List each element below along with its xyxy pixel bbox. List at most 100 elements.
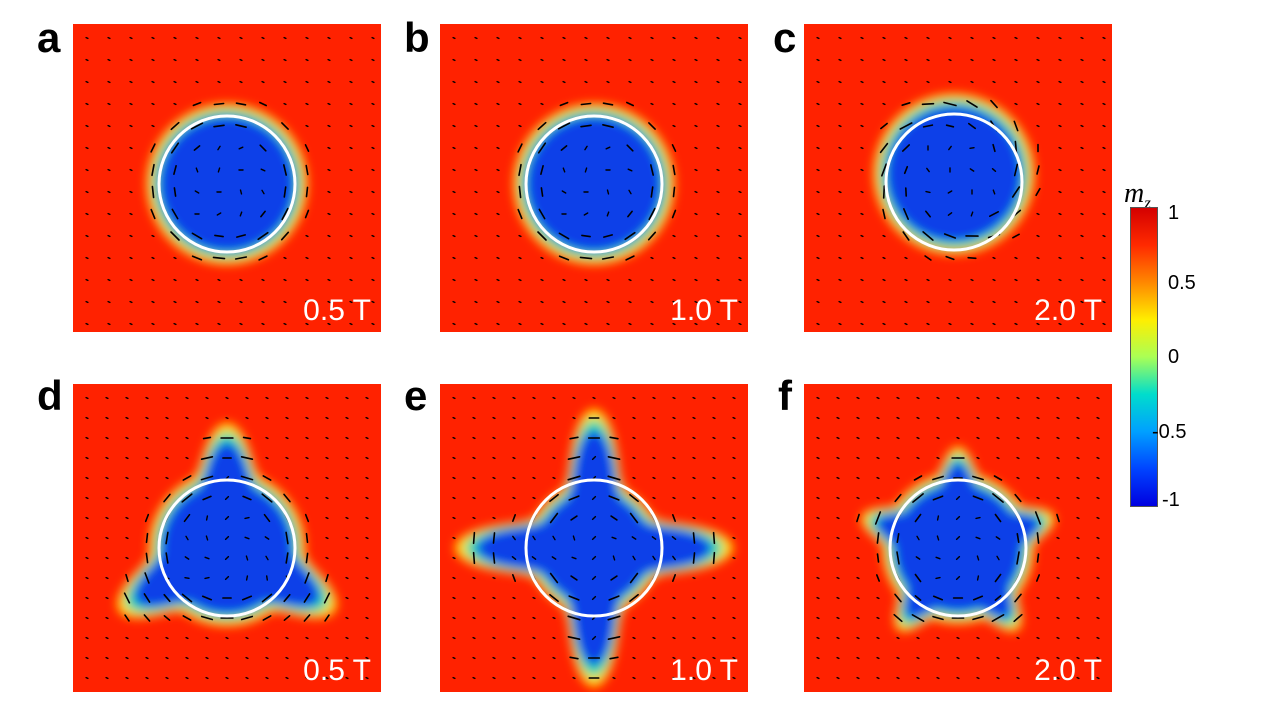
spin-arrow [914, 573, 922, 583]
spin-arrow [672, 186, 676, 198]
spin-arrow [591, 555, 597, 561]
spin-arrow [349, 102, 353, 106]
spin-arrow [173, 36, 177, 40]
spin-arrow [85, 656, 89, 660]
spin-arrow [836, 596, 840, 600]
spin-arrow [913, 475, 923, 481]
spin-arrow [672, 456, 676, 460]
spin-arrow [716, 58, 720, 62]
spin-arrow [125, 416, 129, 420]
panel-letter: d [37, 372, 63, 419]
spin-arrow [1036, 676, 1040, 680]
spin-arrow [165, 456, 169, 460]
spin-arrow [558, 255, 570, 261]
spin-arrow [205, 515, 209, 521]
spin-arrow [165, 416, 169, 420]
spin-arrow [85, 256, 89, 260]
spin-arrow [975, 536, 981, 540]
spin-arrow [816, 556, 820, 560]
spin-arrow [1058, 322, 1062, 326]
spin-arrow [716, 190, 720, 194]
spin-arrow [970, 58, 974, 62]
spin-arrow [234, 256, 248, 260]
spin-arrow [195, 80, 199, 84]
spin-arrow [1102, 58, 1106, 62]
spin-arrow [836, 516, 840, 520]
spin-arrow [239, 278, 243, 282]
spin-arrow [512, 416, 516, 420]
spin-arrow [304, 144, 310, 152]
spin-arrow [512, 436, 516, 440]
spin-arrow [452, 656, 456, 660]
spin-arrow [105, 436, 109, 440]
spin-arrow [694, 278, 698, 282]
spin-arrow [948, 278, 952, 282]
spin-arrow [144, 513, 150, 523]
spin-arrow [540, 102, 544, 106]
spin-arrow [732, 496, 736, 500]
spin-arrow [283, 256, 287, 260]
spin-arrow [692, 552, 696, 564]
spin-arrow [245, 416, 249, 420]
spin-arrow [882, 58, 886, 62]
spin-arrow [1076, 516, 1080, 520]
spin-arrow [992, 36, 996, 40]
spin-arrow [932, 615, 944, 621]
spin-arrow [672, 322, 676, 326]
spin-arrow [591, 455, 597, 461]
spin-arrow [738, 168, 742, 172]
spin-arrow [472, 396, 476, 400]
spin-arrow [371, 124, 375, 128]
spin-arrow [632, 456, 636, 460]
spin-arrow [916, 676, 920, 680]
spin-arrow [452, 300, 456, 304]
spin-arrow [712, 656, 716, 660]
spin-arrow [569, 436, 579, 440]
spin-arrow [882, 256, 886, 260]
spin-arrow [496, 168, 500, 172]
spin-arrow [955, 555, 961, 561]
texture-fill [159, 116, 295, 252]
spin-arrow [1080, 146, 1084, 150]
spin-arrow [972, 495, 984, 501]
spin-arrow [512, 616, 516, 620]
spin-arrows [452, 396, 736, 680]
spin-arrow [492, 516, 496, 520]
spin-arrow [371, 300, 375, 304]
spin-arrow [129, 212, 133, 216]
spin-arrow [185, 656, 189, 660]
spin-arrow [259, 144, 267, 152]
spin-arrow [492, 456, 496, 460]
spin-arrow [672, 616, 676, 620]
spin-arrow [648, 207, 656, 221]
spin-arrow [956, 396, 960, 400]
spin-arrow [184, 556, 190, 560]
spin-arrow [816, 396, 820, 400]
spin-arrow [452, 58, 456, 62]
spin-arrow [996, 416, 1000, 420]
spin-arrow [85, 322, 89, 326]
spin-arrow [1102, 256, 1106, 260]
spin-arrow [732, 436, 736, 440]
spin-arrow [692, 676, 696, 680]
spin-arrow [532, 456, 536, 460]
spin-arrow [173, 80, 177, 84]
magnetization-map [73, 24, 381, 332]
spin-arrow [165, 656, 169, 660]
spin-arrow [948, 58, 952, 62]
spin-arrow [610, 575, 618, 581]
spin-arrow [948, 80, 952, 84]
spin-arrow [969, 168, 975, 172]
spin-arrow [105, 676, 109, 680]
spin-arrow [285, 396, 289, 400]
spin-arrow [173, 102, 177, 106]
spin-arrow [305, 164, 309, 176]
spin-arrow [876, 416, 880, 420]
spin-arrow [1036, 656, 1040, 660]
spin-arrow [738, 102, 742, 106]
spin-arrow [165, 531, 169, 545]
spin-arrow [694, 58, 698, 62]
spin-arrow [1058, 300, 1062, 304]
spin-arrow [606, 80, 610, 84]
spin-arrow [606, 211, 610, 217]
